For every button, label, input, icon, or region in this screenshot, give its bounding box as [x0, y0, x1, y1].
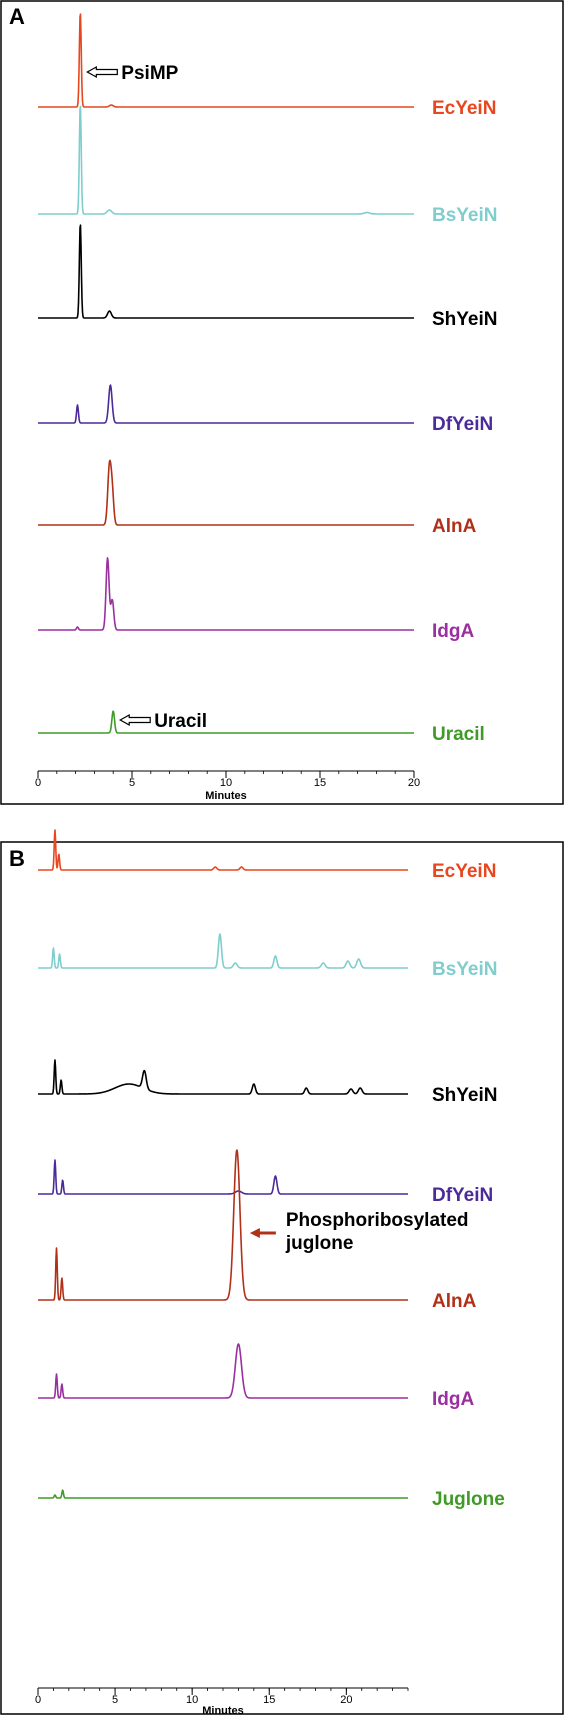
annotation-label: Phosphoribosylated [286, 1210, 469, 1231]
series-label-uracil: Uracil [432, 724, 485, 745]
x-tick-label: 0 [35, 1694, 41, 1706]
panel-border [0, 0, 564, 805]
series-label-alna: AlnA [432, 516, 477, 537]
annotation-arrow-head [249, 1228, 260, 1238]
annotation-label: Uracil [154, 711, 207, 732]
series-label-ecyein: EcYeiN [432, 98, 496, 119]
chart-panel-b: B 0 5 10 15 20 Minutes EcYeiN BsYeiN ShYeiN DfYeiN… [0, 829, 564, 1717]
x-tick-label: 20 [340, 1694, 352, 1706]
trace-alna [37, 1149, 409, 1301]
series-label-dfyein: DfYeiN [432, 1185, 493, 1206]
trace-bsyein [37, 105, 415, 215]
x-tick-label: 10 [186, 1694, 198, 1706]
series-label-bsyein: BsYeiN [432, 205, 497, 226]
x-tick-label: 15 [263, 1694, 275, 1706]
trace-shyein [37, 224, 415, 319]
series-label-shyein: ShYeiN [432, 1085, 497, 1106]
annotation-label: juglone [285, 1233, 354, 1254]
annotation-arrow [86, 65, 118, 79]
trace-idga [37, 1343, 409, 1399]
trace-dfyein [37, 1159, 409, 1195]
series-label-bsyein: BsYeiN [432, 959, 497, 980]
series-label-shyein: ShYeiN [432, 309, 497, 330]
series-label-idga: IdgA [432, 1389, 474, 1410]
trace-juglone [37, 1489, 409, 1499]
series-label-ecyein: EcYeiN [432, 861, 496, 882]
panel-label: A [9, 4, 25, 29]
trace-idga [37, 557, 415, 631]
panel-border [0, 841, 564, 1715]
trace-ecyein [37, 13, 415, 108]
x-tick-label: 5 [112, 1694, 118, 1706]
series-label-dfyein: DfYeiN [432, 414, 493, 435]
trace-dfyein [37, 384, 415, 424]
series-label-juglone: Juglone [432, 1489, 505, 1510]
annotation-label: PsiMP [121, 63, 178, 84]
trace-alna [37, 459, 415, 526]
x-tick-label: 15 [314, 777, 326, 789]
panel-label: B [9, 846, 25, 871]
series-label-idga: IdgA [432, 621, 474, 642]
trace-bsyein [37, 933, 409, 969]
x-axis-title: Minutes [202, 1705, 244, 1717]
trace-ecyein [37, 829, 409, 871]
chart-panel-a: A 0 5 10 15 20 Minutes EcYeiN PsiMP BsYeiN ShYeiN D… [0, 0, 564, 805]
annotation-arrow [118, 713, 151, 727]
x-axis-title: Minutes [205, 790, 247, 802]
trace-uracil [37, 710, 415, 734]
x-tick-label: 20 [408, 777, 420, 789]
x-tick-label: 0 [35, 777, 41, 789]
trace-shyein [37, 1059, 409, 1095]
x-tick-label: 10 [220, 777, 232, 789]
x-tick-label: 5 [129, 777, 135, 789]
series-label-alna: AlnA [432, 1291, 477, 1312]
